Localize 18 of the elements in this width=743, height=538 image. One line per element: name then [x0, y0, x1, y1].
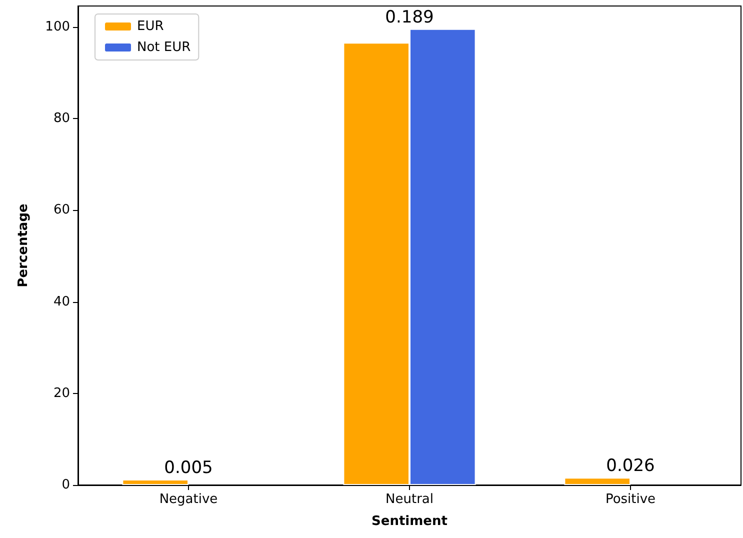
- bar: [122, 480, 188, 485]
- y-tick-label: 40: [53, 294, 70, 310]
- y-axis-title: Percentage: [16, 204, 31, 288]
- y-tick-label: 60: [53, 202, 70, 218]
- y-tick-label: 20: [53, 386, 70, 401]
- annotation: 0.026: [606, 456, 655, 476]
- x-tick-label: Positive: [605, 492, 656, 507]
- annotation: 0.005: [164, 458, 213, 478]
- legend-label: EUR: [137, 19, 164, 34]
- x-tick-label: Negative: [159, 492, 218, 507]
- y-tick-label: 100: [45, 20, 70, 35]
- y-tick-label: 0: [62, 478, 70, 492]
- bar: [564, 478, 630, 485]
- annotation: 0.189: [385, 7, 434, 28]
- x-axis-title: Sentiment: [372, 514, 448, 529]
- x-tick-label: Neutral: [386, 492, 434, 507]
- legend-label: Not EUR: [137, 40, 191, 55]
- y-tick-label: 80: [53, 111, 70, 126]
